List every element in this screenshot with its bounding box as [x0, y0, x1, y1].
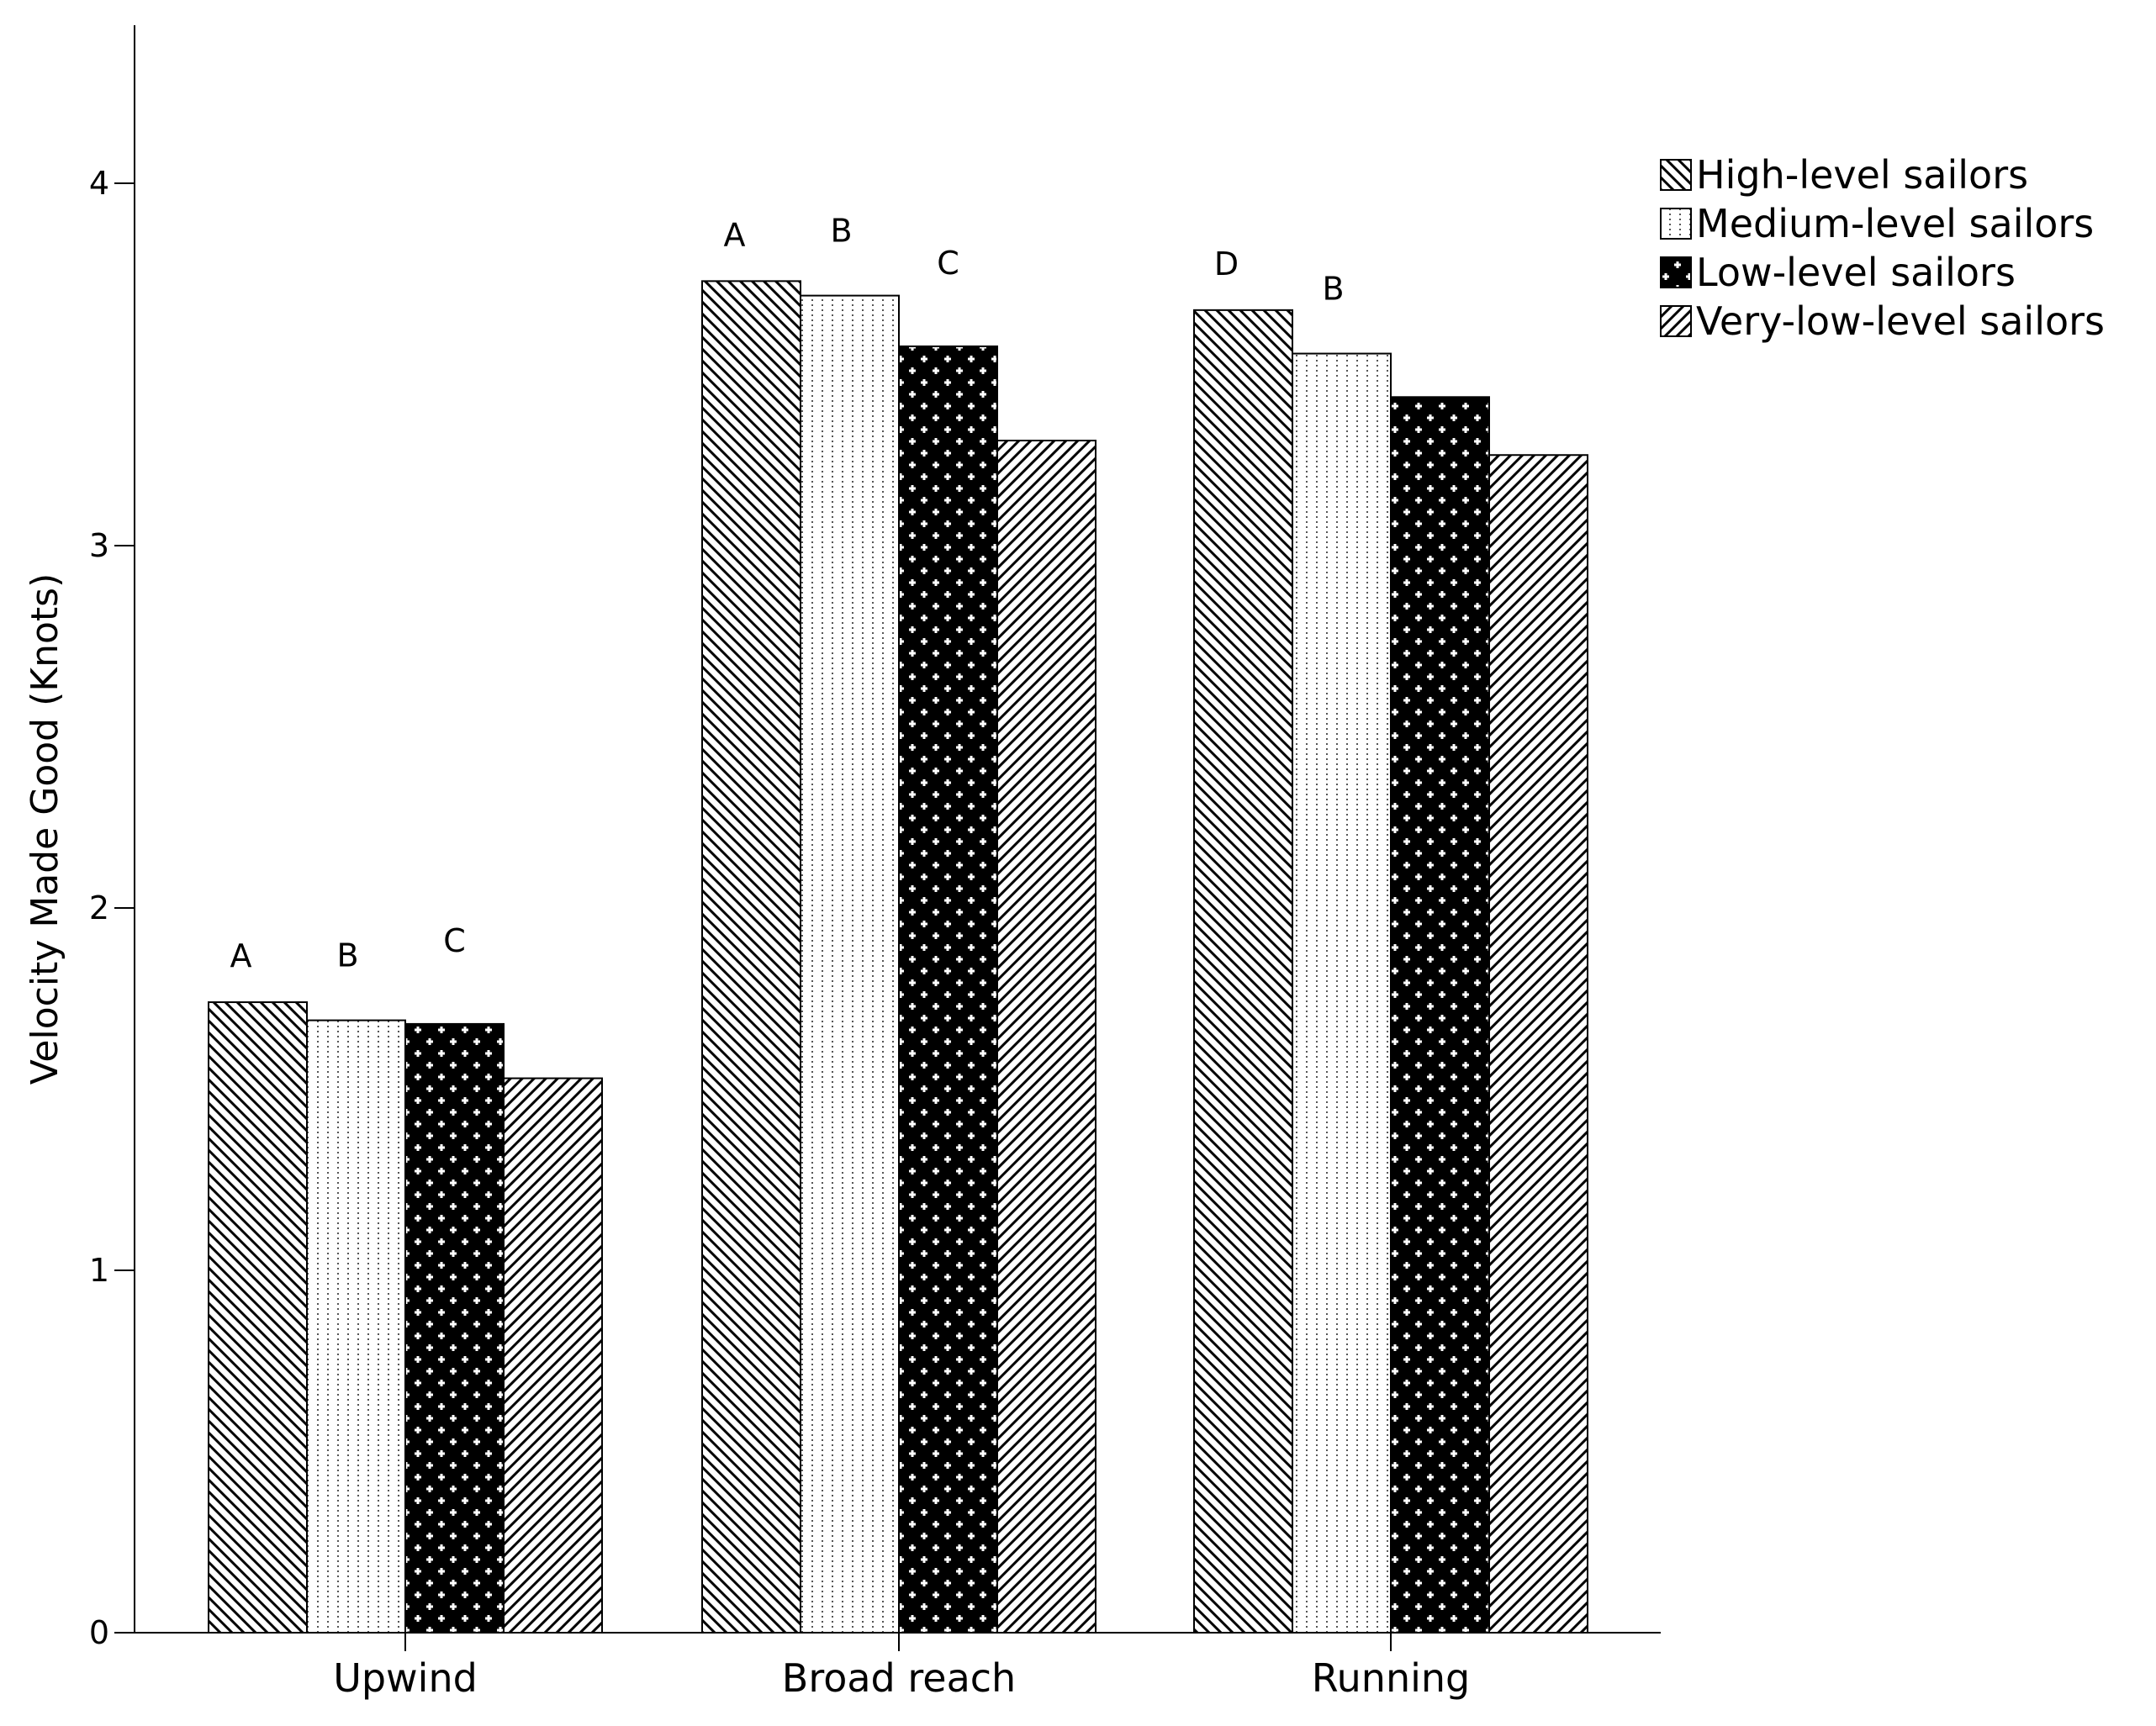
bar — [701, 280, 801, 1634]
legend-label: High-level sailors — [1696, 152, 2028, 198]
bar — [503, 1077, 603, 1634]
legend-swatch — [1660, 208, 1692, 240]
bar — [1292, 352, 1392, 1634]
y-tick-label: 0 — [89, 1614, 109, 1651]
bar-annotation: B — [830, 213, 852, 250]
y-axis-title: Velocity Made Good (Knots) — [24, 573, 66, 1085]
y-tick-label: 3 — [89, 527, 109, 564]
bar — [996, 440, 1096, 1634]
legend-swatch — [1660, 305, 1692, 337]
bar-annotation: B — [1322, 271, 1344, 308]
bar-annotations: A B C A B C D B — [230, 213, 1345, 974]
bars — [208, 280, 1588, 1634]
axes: 0 1 2 3 4 Velocity Made Good (Knots) Upwind Bro… — [24, 25, 1661, 1701]
bar — [1193, 309, 1293, 1634]
bar — [800, 294, 900, 1634]
y-tick-label: 1 — [89, 1252, 109, 1289]
y-tick-label: 4 — [89, 165, 109, 202]
y-tick-label: 2 — [89, 889, 109, 926]
bar — [208, 1001, 308, 1634]
legend-label: Very-low-level sailors — [1696, 298, 2105, 344]
bar-annotation: B — [336, 937, 358, 974]
legend-swatch — [1660, 256, 1692, 288]
legend-label: Medium-level sailors — [1696, 201, 2094, 246]
x-tick-label: Upwind — [333, 1655, 478, 1701]
x-tick-label: Broad reach — [782, 1655, 1016, 1701]
legend-label: Low-level sailors — [1696, 250, 2016, 295]
bar-annotation: A — [230, 937, 252, 974]
bar-annotation: A — [724, 216, 746, 253]
legend-swatch — [1660, 159, 1692, 191]
bar — [898, 345, 998, 1634]
bar — [306, 1019, 406, 1634]
bar — [1390, 396, 1490, 1634]
bar-annotation: C — [443, 922, 466, 959]
bar-annotation: D — [1214, 245, 1239, 282]
bar — [404, 1022, 505, 1634]
bar — [1488, 454, 1588, 1634]
x-tick-label: Running — [1312, 1655, 1471, 1701]
bar-annotation: C — [937, 245, 959, 282]
